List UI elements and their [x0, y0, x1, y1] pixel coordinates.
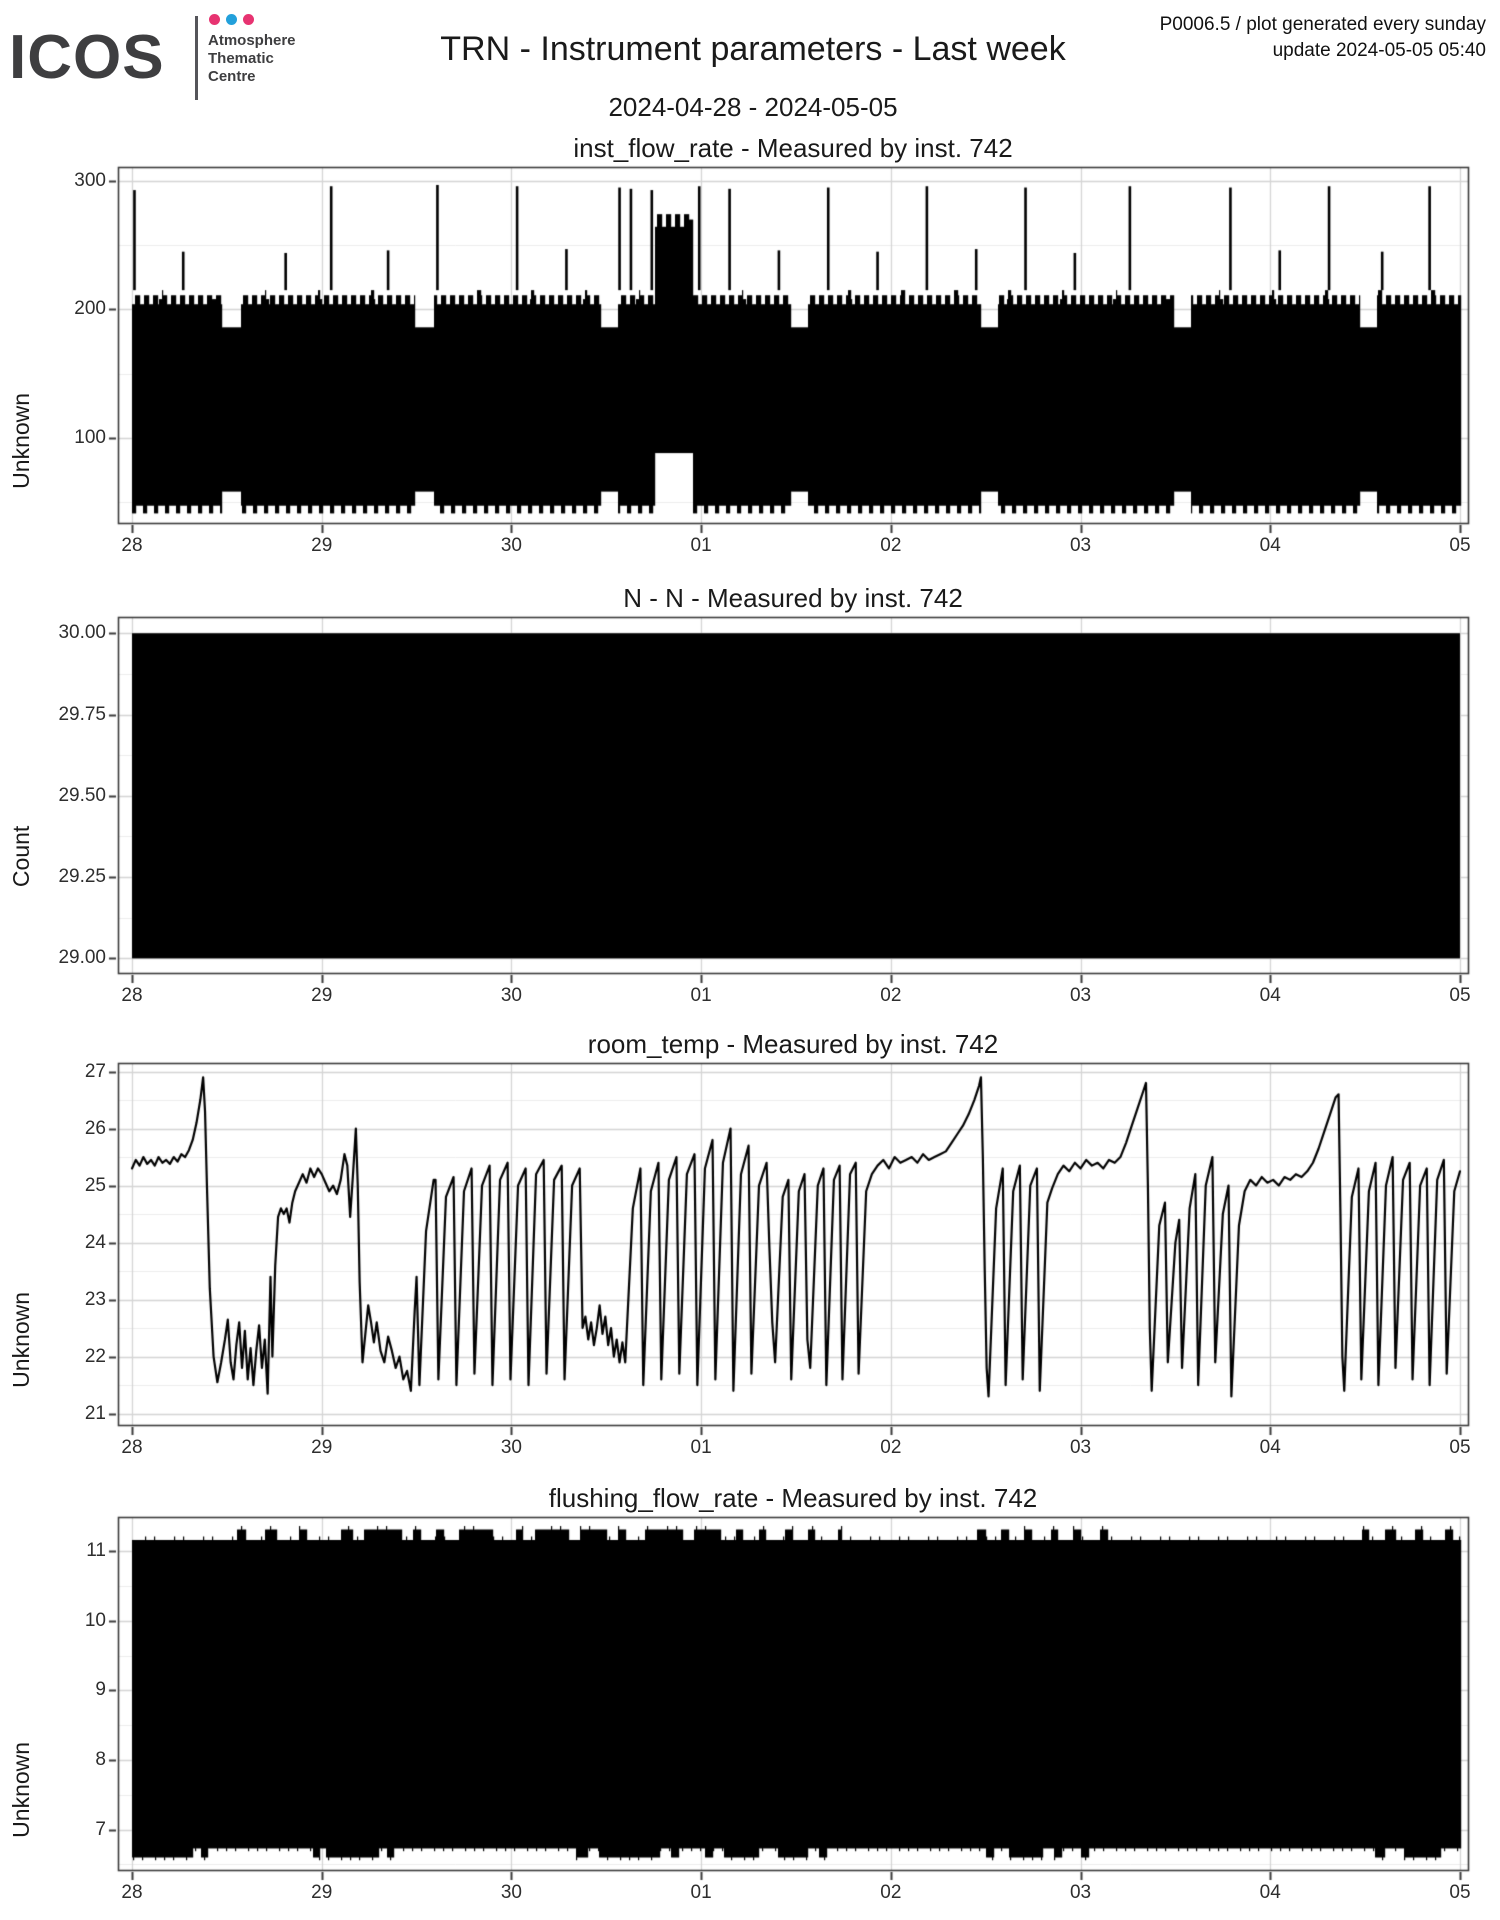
y-tick-label: 24	[84, 1231, 106, 1253]
y-tick-label: 7	[95, 1818, 106, 1840]
x-tick-label: 28	[121, 1437, 143, 1458]
y-tick-label: 29.00	[58, 947, 106, 969]
logo-sub-atmosphere: Atmosphere	[208, 32, 296, 49]
x-tick-label: 03	[1069, 1437, 1092, 1458]
x-tick-label: 29	[311, 1437, 333, 1458]
y-tick-label: 30.00	[58, 622, 106, 644]
x-tick-label: 02	[880, 1882, 902, 1903]
x-tick-label: 02	[880, 1437, 902, 1458]
logo-dot-pink-1	[209, 14, 220, 25]
x-tick-label: 04	[1259, 985, 1281, 1006]
logo-dot-pink-2	[243, 14, 254, 25]
y-tick-label: 9	[95, 1679, 106, 1701]
plot-meta-line1: P0006.5 / plot generated every sunday	[1159, 14, 1486, 35]
page-title: TRN - Instrument parameters - Last week	[440, 30, 1066, 68]
x-tick-label: 04	[1259, 535, 1281, 556]
x-tick-label: 05	[1449, 1882, 1471, 1903]
y-tick-label: 23	[84, 1288, 106, 1310]
plot-meta-line2: update 2024-05-05 05:40	[1272, 40, 1486, 61]
logo-sub-thematic: Thematic	[208, 50, 274, 67]
y-tick-label: 11	[86, 1540, 106, 1562]
x-tick-label: 01	[690, 1882, 712, 1903]
x-tick-label: 04	[1259, 1882, 1281, 1903]
x-tick-label: 01	[690, 1437, 712, 1458]
y-tick-label: 29.75	[58, 703, 106, 725]
y-tick-label: 21	[84, 1402, 106, 1424]
logo-dot-blue	[226, 14, 237, 25]
plot-meta: P0006.5 / plot generated every sunday up…	[1160, 12, 1486, 64]
x-tick-label: 30	[500, 1437, 522, 1458]
x-tick-label: 05	[1449, 535, 1471, 556]
x-tick-label: 01	[690, 535, 712, 556]
y-tick-label: 8	[95, 1748, 106, 1770]
x-tick-label: 05	[1449, 1437, 1471, 1458]
logo-divider	[195, 16, 198, 100]
y-tick-label: 100	[74, 426, 106, 448]
x-tick-label: 05	[1449, 985, 1471, 1006]
x-tick-label: 28	[121, 1882, 143, 1903]
x-tick-label: 30	[500, 535, 522, 556]
x-tick-label: 30	[500, 985, 522, 1006]
x-tick-label: 30	[500, 1882, 522, 1903]
y-tick-label: 27	[84, 1060, 106, 1082]
x-tick-label: 28	[121, 535, 143, 556]
y-tick-label: 10	[84, 1609, 106, 1631]
y-tick-label: 300	[74, 170, 106, 192]
x-tick-label: 02	[880, 985, 902, 1006]
y-tick-label: 29.25	[58, 866, 106, 888]
logo-sub-centre: Centre	[208, 68, 256, 85]
x-tick-label: 28	[121, 985, 143, 1006]
page-subtitle: 2024-04-28 - 2024-05-05	[608, 92, 898, 122]
x-tick-label: 29	[311, 535, 333, 556]
chart-title-room-temp: room_temp - Measured by inst. 742	[587, 1029, 999, 1059]
y-tick-label: 25	[84, 1174, 106, 1196]
x-tick-label: 29	[311, 1882, 333, 1903]
y-tick-label: 29.50	[58, 784, 106, 806]
x-tick-label: 01	[690, 985, 712, 1006]
x-tick-label: 29	[311, 985, 333, 1006]
chart-title-flushing-flow-rate: flushing_flow_rate - Measured by inst. 7…	[548, 1483, 1038, 1513]
chart-title-inst-flow-rate: inst_flow_rate - Measured by inst. 742	[573, 133, 1013, 163]
x-tick-label: 03	[1069, 985, 1092, 1006]
y-tick-label: 22	[84, 1345, 106, 1367]
x-tick-label: 02	[880, 535, 902, 556]
y-tick-label: 26	[84, 1117, 106, 1139]
icos-logo: ICOS	[9, 23, 165, 92]
x-tick-label: 03	[1069, 535, 1092, 556]
x-tick-label: 03	[1069, 1882, 1092, 1903]
y-tick-label: 200	[74, 298, 106, 320]
chart-title-n-n: N - N - Measured by inst. 742	[623, 583, 963, 613]
x-tick-label: 04	[1259, 1437, 1281, 1458]
